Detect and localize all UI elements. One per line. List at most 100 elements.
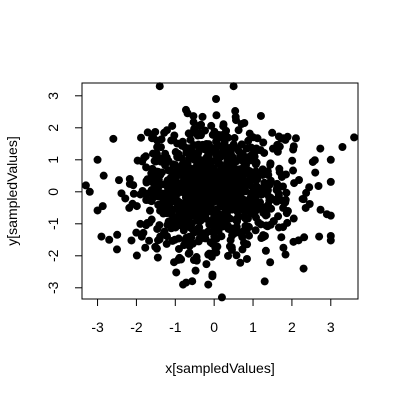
scatter-point xyxy=(158,189,167,198)
scatter-point xyxy=(279,223,288,232)
scatter-point xyxy=(256,111,265,120)
scatter-point xyxy=(237,196,246,205)
scatter-point xyxy=(121,194,130,203)
scatter-point xyxy=(145,206,154,215)
scatter-point xyxy=(212,234,221,243)
scatter-point xyxy=(242,254,251,263)
scatter-point xyxy=(177,202,186,211)
scatter-point xyxy=(127,236,136,245)
scatter-point xyxy=(140,153,149,162)
scatter-point xyxy=(234,126,243,135)
scatter-point xyxy=(166,166,175,175)
scatter-point xyxy=(225,242,234,251)
scatter-point xyxy=(224,251,233,260)
scatter-point xyxy=(279,134,288,143)
x-tick-label: 1 xyxy=(249,319,257,335)
scatter-point xyxy=(237,140,246,149)
scatter-point xyxy=(266,258,275,267)
scatter-point xyxy=(81,181,90,190)
scatter-point xyxy=(210,223,219,232)
scatter-point xyxy=(204,280,213,289)
scatter-point xyxy=(109,134,118,143)
scatter-point xyxy=(244,222,253,231)
scatter-point xyxy=(256,220,265,229)
scatter-point xyxy=(326,177,335,186)
y-axis-title: y[sampledValues] xyxy=(4,136,20,245)
scatter-point xyxy=(163,176,172,185)
scatter-point xyxy=(207,121,216,130)
scatter-point xyxy=(195,235,204,244)
scatter-point xyxy=(203,174,212,183)
scatter-point xyxy=(147,169,156,178)
scatter-point xyxy=(193,211,202,220)
scatter-point xyxy=(153,253,162,262)
scatter-point xyxy=(208,130,217,139)
y-tick-label: -1 xyxy=(45,217,61,230)
scatter-point xyxy=(152,157,161,166)
scatter-point xyxy=(155,82,164,91)
scatter-point xyxy=(238,149,247,158)
scatter-point xyxy=(170,131,179,140)
scatter-point xyxy=(308,157,317,166)
scatter-point xyxy=(146,188,155,197)
scatter-point xyxy=(316,144,325,153)
scatter-point xyxy=(268,128,277,137)
scatter-point xyxy=(129,189,138,198)
scatter-point xyxy=(112,245,121,254)
scatter-point xyxy=(295,176,303,184)
scatter-point xyxy=(316,205,325,214)
scatter-point xyxy=(132,202,141,211)
scatter-point xyxy=(202,214,211,223)
scatter-point xyxy=(180,241,189,250)
scatter-point xyxy=(281,250,290,259)
scatter-point xyxy=(212,209,221,218)
scatter-point xyxy=(98,202,107,211)
scatter-point xyxy=(149,133,158,142)
scatter-point xyxy=(301,203,310,212)
x-tick-label: -3 xyxy=(91,319,104,335)
scatter-point xyxy=(215,160,224,169)
scatter-point xyxy=(212,111,221,120)
scatter-point xyxy=(291,134,300,143)
scatter-point xyxy=(260,231,269,240)
scatter-point xyxy=(256,198,265,207)
scatter-point xyxy=(221,130,230,139)
scatter-point xyxy=(326,155,335,164)
scatter-point xyxy=(202,153,211,162)
scatter-point xyxy=(180,176,189,185)
scatter-point xyxy=(224,187,233,196)
scatter-point xyxy=(221,203,230,212)
scatter-point xyxy=(260,277,269,286)
scatter-point xyxy=(322,210,331,219)
scatter-point xyxy=(311,168,320,177)
scatter-point xyxy=(172,268,181,277)
scatter-point xyxy=(217,151,226,160)
y-tick-label: 2 xyxy=(45,124,61,132)
scatter-point xyxy=(195,223,204,232)
scatter-point xyxy=(183,109,192,118)
scatter-point xyxy=(219,120,228,129)
scatter-point xyxy=(251,226,260,235)
scatter-point xyxy=(217,293,226,302)
scatter-point xyxy=(157,135,166,144)
scatter-point xyxy=(176,208,185,217)
x-tick-label: 0 xyxy=(210,319,218,335)
scatter-point xyxy=(326,231,335,240)
scatter-point xyxy=(202,168,211,177)
scatter-point xyxy=(232,157,241,166)
scatter-point xyxy=(338,143,347,151)
scatter-point xyxy=(179,280,188,289)
scatter-point xyxy=(206,185,215,194)
scatter-point xyxy=(169,160,178,169)
scatter-point xyxy=(225,197,234,206)
scatter-point xyxy=(231,143,240,152)
scatter-point xyxy=(237,120,246,129)
scatter-point xyxy=(248,188,257,197)
scatter-point xyxy=(237,187,246,196)
scatter-point xyxy=(193,191,202,200)
scatter-point xyxy=(216,197,225,206)
scatter-point xyxy=(238,233,247,242)
scatter-point xyxy=(260,207,269,216)
scatter-point xyxy=(282,188,291,197)
scatter-point xyxy=(179,188,188,197)
